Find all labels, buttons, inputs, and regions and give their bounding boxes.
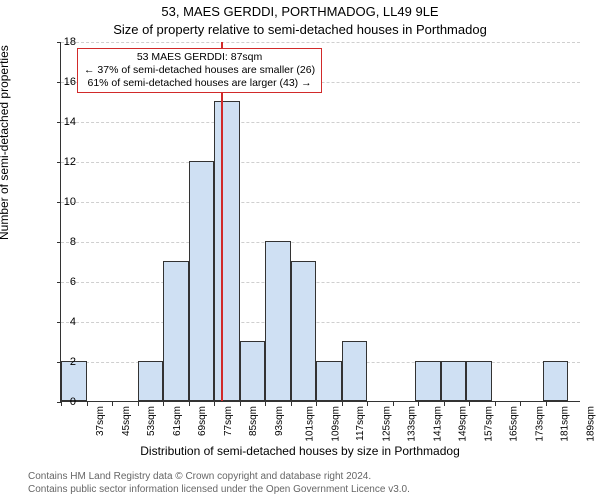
x-tick-mark bbox=[444, 402, 445, 406]
x-tick-mark bbox=[291, 402, 292, 406]
y-tick-label: 4 bbox=[46, 316, 76, 328]
histogram-bar bbox=[441, 361, 467, 401]
x-tick-label: 53sqm bbox=[146, 406, 157, 436]
x-tick-label: 117sqm bbox=[355, 406, 366, 441]
x-tick-label: 141sqm bbox=[432, 406, 443, 442]
x-tick-label: 165sqm bbox=[509, 406, 520, 442]
gridline bbox=[61, 122, 580, 123]
x-axis-label: Distribution of semi-detached houses by … bbox=[0, 444, 600, 458]
x-tick-mark bbox=[87, 402, 88, 406]
y-tick-label: 16 bbox=[46, 76, 76, 88]
gridline bbox=[61, 282, 580, 283]
histogram-bar bbox=[342, 341, 368, 401]
histogram-bar bbox=[163, 261, 189, 401]
y-axis-label: Number of semi-detached properties bbox=[0, 45, 11, 240]
histogram-bar bbox=[189, 161, 215, 401]
footnote: Contains HM Land Registry data © Crown c… bbox=[28, 471, 410, 496]
x-tick-label: 85sqm bbox=[248, 406, 259, 436]
x-tick-label: 125sqm bbox=[381, 406, 392, 442]
histogram-bar bbox=[415, 361, 441, 401]
histogram-bar bbox=[214, 101, 240, 401]
annotation-line-3: 61% of semi-detached houses are larger (… bbox=[84, 77, 315, 90]
x-tick-mark bbox=[367, 402, 368, 406]
y-tick-label: 18 bbox=[46, 36, 76, 48]
x-tick-mark bbox=[189, 402, 190, 406]
x-tick-mark bbox=[163, 402, 164, 406]
x-tick-label: 69sqm bbox=[197, 406, 208, 436]
x-tick-mark bbox=[342, 402, 343, 406]
x-tick-label: 133sqm bbox=[407, 406, 418, 442]
histogram-chart: 53, MAES GERDDI, PORTHMADOG, LL49 9LE Si… bbox=[0, 0, 600, 500]
annotation-box: 53 MAES GERDDI: 87sqm ← 37% of semi-deta… bbox=[77, 48, 322, 93]
histogram-bar bbox=[240, 341, 266, 401]
footnote-line-2: Contains public sector information licen… bbox=[28, 484, 410, 497]
gridline bbox=[61, 242, 580, 243]
y-tick-label: 10 bbox=[46, 196, 76, 208]
y-tick-label: 2 bbox=[46, 356, 76, 368]
annotation-line-1: 53 MAES GERDDI: 87sqm bbox=[84, 51, 315, 64]
y-tick-label: 14 bbox=[46, 116, 76, 128]
gridline bbox=[61, 42, 580, 43]
x-tick-mark bbox=[418, 402, 419, 406]
histogram-bar bbox=[265, 241, 291, 401]
gridline bbox=[61, 162, 580, 163]
histogram-bar bbox=[316, 361, 342, 401]
histogram-bar bbox=[138, 361, 164, 401]
x-tick-label: 45sqm bbox=[121, 406, 132, 436]
x-tick-label: 189sqm bbox=[585, 406, 596, 442]
x-tick-mark bbox=[469, 402, 470, 406]
y-tick-label: 6 bbox=[46, 276, 76, 288]
footnote-line-1: Contains HM Land Registry data © Crown c… bbox=[28, 471, 410, 484]
x-tick-label: 157sqm bbox=[483, 406, 494, 442]
x-tick-label: 181sqm bbox=[560, 406, 571, 442]
y-tick-label: 8 bbox=[46, 236, 76, 248]
annotation-line-2: ← 37% of semi-detached houses are smalle… bbox=[84, 64, 315, 77]
chart-title: 53, MAES GERDDI, PORTHMADOG, LL49 9LE bbox=[0, 4, 600, 19]
x-tick-label: 149sqm bbox=[458, 406, 469, 442]
x-tick-mark bbox=[265, 402, 266, 406]
x-tick-mark bbox=[520, 402, 521, 406]
x-tick-label: 37sqm bbox=[95, 406, 106, 436]
x-tick-mark bbox=[112, 402, 113, 406]
x-tick-mark bbox=[393, 402, 394, 406]
histogram-bar bbox=[291, 261, 317, 401]
y-tick-label: 12 bbox=[46, 156, 76, 168]
gridline bbox=[61, 202, 580, 203]
x-tick-label: 101sqm bbox=[305, 406, 316, 442]
x-tick-mark bbox=[214, 402, 215, 406]
x-tick-mark bbox=[495, 402, 496, 406]
x-tick-label: 173sqm bbox=[534, 406, 545, 442]
x-tick-mark bbox=[138, 402, 139, 406]
histogram-bar bbox=[543, 361, 569, 401]
x-tick-label: 77sqm bbox=[223, 406, 234, 436]
x-tick-mark bbox=[240, 402, 241, 406]
y-tick-label: 0 bbox=[46, 396, 76, 408]
plot-area: 37sqm45sqm53sqm61sqm69sqm77sqm85sqm93sqm… bbox=[60, 42, 580, 402]
x-tick-label: 93sqm bbox=[274, 406, 285, 436]
x-tick-mark bbox=[316, 402, 317, 406]
chart-subtitle: Size of property relative to semi-detach… bbox=[0, 22, 600, 37]
x-tick-label: 109sqm bbox=[330, 406, 341, 442]
x-tick-mark bbox=[546, 402, 547, 406]
x-tick-label: 61sqm bbox=[172, 406, 183, 436]
histogram-bar bbox=[466, 361, 492, 401]
marker-line bbox=[221, 42, 223, 401]
gridline bbox=[61, 322, 580, 323]
